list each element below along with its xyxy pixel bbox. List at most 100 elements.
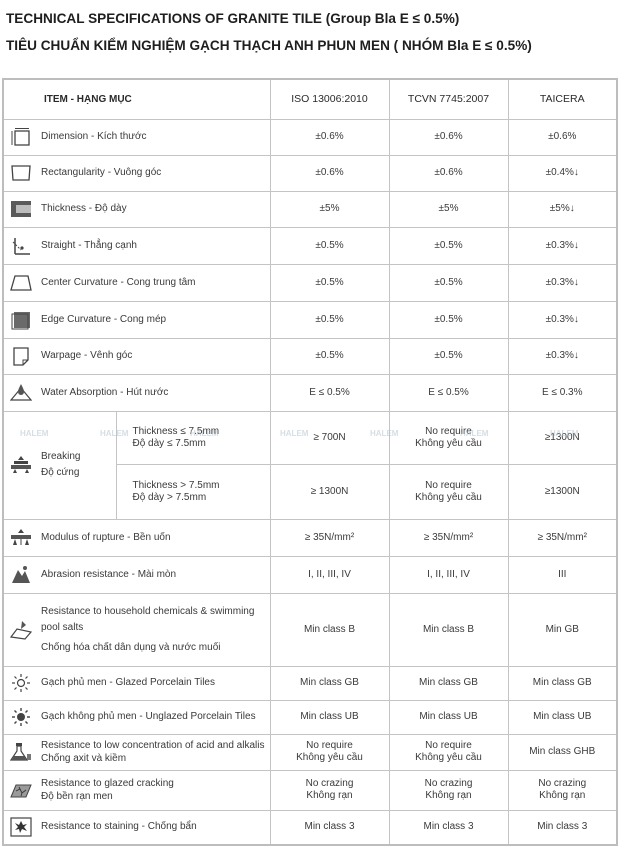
value-taicera: E ≤ 0.3% <box>507 373 618 412</box>
value-tcvn: Min class UB <box>388 699 509 735</box>
row-label: Thickness - Độ dày <box>41 203 127 214</box>
value-taicera: ≥ 35N/mm² <box>507 518 618 557</box>
value-tcvn: I, II, III, IV <box>388 555 509 594</box>
staining-icon <box>10 817 32 837</box>
value-taicera-vi: Không rạn <box>539 790 586 801</box>
value-taicera: III <box>507 555 618 594</box>
row-label: Center Curvature - Cong trung tâm <box>41 276 196 288</box>
value-iso: Min class 3 <box>269 809 390 846</box>
breaking-sub2-vi: Độ dày > 7.5mm <box>132 491 207 503</box>
value-iso: ±5% <box>269 190 390 228</box>
value-taicera: Min class UB <box>507 699 618 735</box>
value-iso-en: No crazing <box>305 778 354 789</box>
row-rectangularity: Rectangularity - Vuông góc ±0.6% ±0.6% ±… <box>2 154 618 192</box>
value-iso: ±0.5% <box>269 226 390 265</box>
value-tcvn-en: No crazing <box>424 778 473 789</box>
acid-label-vi: Chống axit và kiềm <box>41 753 127 764</box>
header-taicera: TAICERA <box>507 78 618 120</box>
value-taicera: ±0.3%↓ <box>507 263 618 302</box>
breaking-label-vi: Độ cứng <box>41 467 80 478</box>
row-label: Edge Curvature - Cong mép <box>41 313 167 325</box>
row-label: Water Absorption - Hút nước <box>41 386 169 398</box>
row-label: Rectangularity - Vuông góc <box>41 167 162 178</box>
row-edge-curvature: Edge Curvature - Cong mép ±0.5% ±0.5% ±0… <box>2 300 618 339</box>
value-tcvn: ±0.5% <box>388 226 509 265</box>
value-iso: ≥ 700N <box>269 410 390 465</box>
acid-label-en: Resistance to low concentration of acid … <box>41 740 265 751</box>
row-crazing: Resistance to glazed cracking Độ bền rạn … <box>2 769 618 811</box>
value-iso: I, II, III, IV <box>269 555 390 594</box>
value-taicera-en: No crazing <box>538 778 587 789</box>
row-label: Resistance to staining - Chống bẩn <box>41 821 197 833</box>
value-tcvn-vi: Không yêu cầu <box>415 437 482 449</box>
value-tcvn: ±0.5% <box>388 337 509 375</box>
value-taicera: ±0.6% <box>507 118 618 156</box>
value-taicera: ≥1300N <box>507 410 618 465</box>
row-label: Abrasion resistance - Mài mòn <box>41 568 177 580</box>
water-drop-icon <box>10 383 32 403</box>
value-taicera: ±0.3%↓ <box>507 226 618 265</box>
header-tcvn: TCVN 7745:2007 <box>388 78 509 120</box>
value-iso: Min class UB <box>269 699 390 735</box>
dimension-icon <box>10 127 32 147</box>
value-taicera: Min class GHB <box>507 733 618 771</box>
row-chemicals: Resistance to household chemicals & swim… <box>2 592 618 667</box>
value-taicera: ±0.3%↓ <box>507 337 618 375</box>
row-glazed: Gạch phủ men - Glazed Porcelain Tiles Mi… <box>2 665 618 701</box>
row-acid: Resistance to low concentration of acid … <box>2 733 618 771</box>
value-taicera: ±5%↓ <box>507 190 618 228</box>
row-water-absorption: Water Absorption - Hút nước E ≤ 0.5% E ≤… <box>2 373 618 412</box>
value-iso: ±0.5% <box>269 263 390 302</box>
chemical-icon <box>10 620 32 640</box>
breaking-sub2-en: Thickness > 7.5mm <box>132 479 220 491</box>
value-tcvn: E ≤ 0.5% <box>388 373 509 412</box>
row-breaking-thick: Thickness > 7.5mm Độ dày > 7.5mm ≥ 1300N … <box>3 463 618 520</box>
title-english: TECHNICAL SPECIFICATIONS OF GRANITE TILE… <box>6 11 460 26</box>
value-iso: ≥ 35N/mm² <box>269 518 390 557</box>
row-unglazed: Gạch không phủ men - Unglazed Porcelain … <box>2 699 618 735</box>
value-tcvn: ±0.6% <box>388 154 509 192</box>
value-iso: ±0.5% <box>269 337 390 375</box>
value-iso: Min class B <box>269 592 390 667</box>
value-iso: ±0.5% <box>269 300 390 339</box>
glazed-tile-icon <box>10 673 32 693</box>
chemicals-label-en: Resistance to household chemicals & swim… <box>41 605 255 633</box>
breaking-icon <box>10 455 32 475</box>
value-tcvn-vi: Không rạn <box>425 790 472 801</box>
row-dimension: Dimension - Kích thước ±0.6% ±0.6% ±0.6% <box>2 118 618 156</box>
value-taicera: Min GB <box>507 592 618 667</box>
row-staining: Resistance to staining - Chống bẩn Min c… <box>2 809 618 846</box>
value-tcvn-vi: Không yêu cầu <box>415 752 482 763</box>
value-tcvn: ±5% <box>388 190 509 228</box>
thickness-icon <box>10 199 32 219</box>
warpage-icon <box>10 346 32 366</box>
row-straight: Straight - Thẳng cạnh ±0.5% ±0.5% ±0.3%↓ <box>2 226 618 265</box>
value-iso: ≥ 1300N <box>269 463 390 520</box>
row-label: Dimension - Kích thước <box>41 131 147 142</box>
row-label: Warpage - Vênh góc <box>41 350 133 361</box>
center-curvature-icon <box>10 273 32 293</box>
value-taicera: Min class GB <box>507 665 618 701</box>
table-header: ITEM - HẠNG MỤC ISO 13006:2010 TCVN 7745… <box>2 78 618 120</box>
unglazed-tile-icon <box>10 707 32 727</box>
spec-table: ITEM - HẠNG MỤC ISO 13006:2010 TCVN 7745… <box>2 78 618 846</box>
value-taicera: Min class 3 <box>507 809 618 846</box>
value-tcvn: Min class 3 <box>388 809 509 846</box>
value-tcvn: ±0.5% <box>388 300 509 339</box>
value-taicera: ≥1300N <box>507 463 618 520</box>
value-iso: ±0.6% <box>269 154 390 192</box>
abrasion-icon <box>10 565 32 585</box>
value-iso-vi: Không yêu cầu <box>296 752 363 763</box>
row-thickness: Thickness - Độ dày ±5% ±5% ±5%↓ <box>2 190 618 228</box>
value-iso: E ≤ 0.5% <box>269 373 390 412</box>
crazing-label-en: Resistance to glazed cracking <box>41 778 174 789</box>
breaking-sub1-en: Thickness ≤ 7.5mm <box>132 425 220 437</box>
value-tcvn: ±0.5% <box>388 263 509 302</box>
row-breaking-thin: Breaking Độ cứng Thickness ≤ 7.5mm Độ dày … <box>2 410 618 520</box>
rectangularity-icon <box>10 163 32 183</box>
crazing-icon <box>10 780 32 800</box>
chemicals-label-vi: Chống hóa chất dân dụng và nước muối <box>41 641 221 653</box>
row-label: Gạch không phủ men - Unglazed Porcelain … <box>41 711 256 722</box>
breaking-sub1-vi: Độ dày ≤ 7.5mm <box>132 437 206 449</box>
value-taicera: ±0.4%↓ <box>507 154 618 192</box>
